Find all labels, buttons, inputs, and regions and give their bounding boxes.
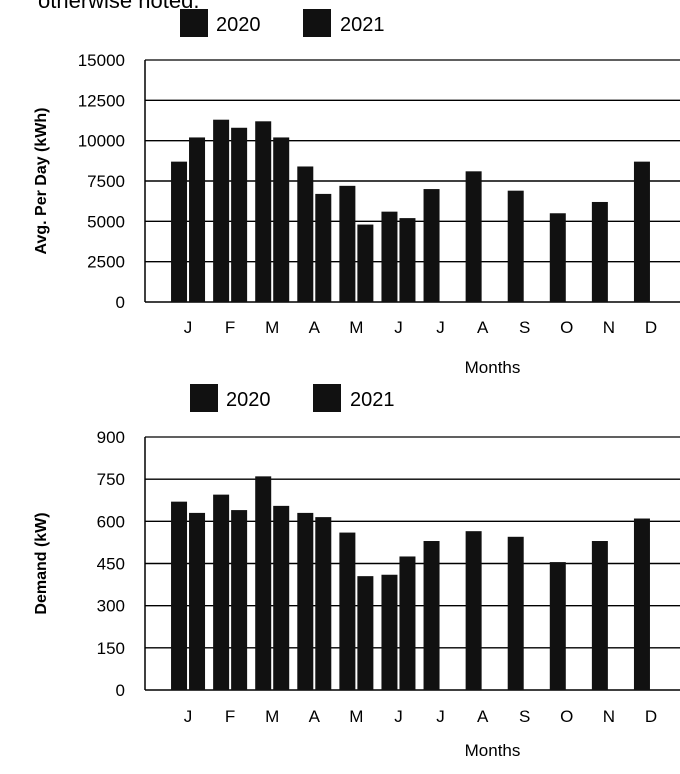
bar-2020-a <box>465 171 482 302</box>
y-axis-title: Demand (kW) <box>33 512 50 614</box>
x-tick-label: J <box>184 318 193 337</box>
bar-2020-o <box>549 562 566 690</box>
y-tick-label: 150 <box>97 639 125 658</box>
legend-swatch-2021 <box>303 9 331 37</box>
y-tick-label: 0 <box>116 681 125 700</box>
x-tick-label: O <box>560 318 573 337</box>
bar-2020-d <box>633 161 650 302</box>
bar-2020-s <box>507 536 524 690</box>
bar-2020-a <box>297 512 314 690</box>
y-axis-title: Avg. Per Day (kWh) <box>33 108 50 255</box>
legend-swatch-2021 <box>313 384 341 412</box>
bar-2020-j <box>381 574 398 690</box>
bar-2020-f <box>213 494 230 690</box>
y-tick-label: 300 <box>97 597 125 616</box>
x-tick-label: S <box>519 318 530 337</box>
bar-2020-d <box>633 518 650 690</box>
y-tick-label: 10000 <box>78 132 125 151</box>
bar-2020-m <box>339 185 356 302</box>
x-tick-label: M <box>349 318 363 337</box>
y-tick-label: 5000 <box>87 212 125 231</box>
x-tick-label: A <box>477 318 489 337</box>
x-tick-label: O <box>560 707 573 726</box>
bar-2021-j <box>399 556 416 690</box>
header-text: otherwise noted. <box>38 0 200 13</box>
x-tick-label: M <box>265 318 279 337</box>
x-tick-label: M <box>349 707 363 726</box>
bar-2020-o <box>549 213 566 302</box>
x-tick-label: A <box>309 318 321 337</box>
bar-2020-n <box>591 201 608 302</box>
bar-2021-m <box>357 224 374 302</box>
x-tick-label: J <box>394 707 403 726</box>
y-tick-label: 900 <box>97 428 125 447</box>
x-tick-label: J <box>394 318 403 337</box>
x-axis-title: Months <box>465 741 521 760</box>
bar-2020-j <box>423 541 440 690</box>
bar-2020-n <box>591 541 608 690</box>
x-tick-label: M <box>265 707 279 726</box>
bar-2021-m <box>273 505 290 690</box>
x-tick-label: J <box>184 707 193 726</box>
bar-2020-m <box>255 121 272 302</box>
legend-label: 2020 <box>216 14 261 36</box>
bar-2021-m <box>273 137 290 302</box>
x-tick-label: A <box>309 707 321 726</box>
y-tick-label: 600 <box>97 512 125 531</box>
y-tick-label: 7500 <box>87 172 125 191</box>
y-tick-label: 15000 <box>78 51 125 70</box>
bar-2021-j <box>399 218 416 302</box>
x-tick-label: S <box>519 707 530 726</box>
y-tick-label: 2500 <box>87 253 125 272</box>
bar-2020-j <box>171 161 188 302</box>
legend-label: 2020 <box>226 389 271 411</box>
bar-2021-a <box>315 193 332 302</box>
x-tick-label: D <box>645 707 657 726</box>
y-tick-label: 12500 <box>78 91 125 110</box>
x-tick-label: N <box>603 707 615 726</box>
y-tick-label: 0 <box>116 293 125 312</box>
bar-2020-f <box>213 119 230 303</box>
x-tick-label: N <box>603 318 615 337</box>
bar-2020-m <box>339 532 356 690</box>
legend-label: 2021 <box>340 14 385 36</box>
bar-2020-s <box>507 190 524 302</box>
y-tick-label: 750 <box>97 470 125 489</box>
bar-2020-j <box>423 189 440 302</box>
bar-2021-j <box>189 512 206 690</box>
x-tick-label: J <box>436 318 445 337</box>
y-tick-label: 450 <box>97 555 125 574</box>
bar-2021-j <box>189 137 206 302</box>
legend-swatch-2020 <box>190 384 218 412</box>
bar-2020-a <box>465 531 482 690</box>
bar-2021-a <box>315 517 332 690</box>
bar-2020-j <box>381 211 398 302</box>
bar-2021-f <box>231 127 248 302</box>
x-axis-title: Months <box>465 358 521 377</box>
bar-2020-m <box>255 476 272 690</box>
x-tick-label: F <box>225 318 235 337</box>
x-tick-label: F <box>225 707 235 726</box>
bar-2020-a <box>297 166 314 302</box>
x-tick-label: J <box>436 707 445 726</box>
legend-swatch-2020 <box>180 9 208 37</box>
bar-2021-f <box>231 510 248 690</box>
x-tick-label: A <box>477 707 489 726</box>
legend-label: 2021 <box>350 389 395 411</box>
x-tick-label: D <box>645 318 657 337</box>
bar-2020-j <box>171 501 188 690</box>
bar-2021-m <box>357 576 374 690</box>
